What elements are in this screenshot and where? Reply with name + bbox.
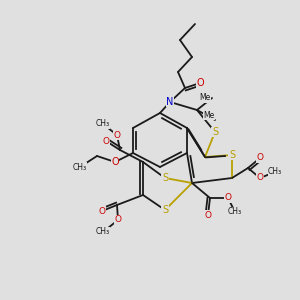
Text: CH₃: CH₃ xyxy=(96,119,110,128)
Text: S: S xyxy=(212,127,218,137)
Text: O: O xyxy=(98,206,106,215)
Text: CH₃: CH₃ xyxy=(268,167,282,176)
Text: CH₃: CH₃ xyxy=(228,208,242,217)
Text: CH₃: CH₃ xyxy=(73,163,87,172)
Text: CH₃: CH₃ xyxy=(96,227,110,236)
Text: O: O xyxy=(196,78,204,88)
Text: O: O xyxy=(256,154,263,163)
Text: O: O xyxy=(111,157,119,167)
Text: S: S xyxy=(229,150,235,160)
Text: O: O xyxy=(256,173,263,182)
Text: S: S xyxy=(162,205,168,215)
Text: O: O xyxy=(205,211,212,220)
Text: Me: Me xyxy=(200,94,211,103)
Text: O: O xyxy=(115,215,122,224)
Text: O: O xyxy=(103,136,110,146)
Text: S: S xyxy=(162,173,168,183)
Text: O: O xyxy=(224,194,232,202)
Text: N: N xyxy=(166,97,174,107)
Text: O: O xyxy=(113,130,121,140)
Text: Me: Me xyxy=(203,110,214,119)
